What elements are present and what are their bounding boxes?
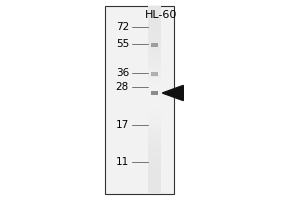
Text: 36: 36 — [116, 68, 129, 78]
Bar — [148, 100, 161, 105]
Bar — [148, 77, 161, 81]
Bar — [148, 86, 161, 91]
Bar — [148, 11, 161, 15]
Bar — [148, 166, 161, 170]
Bar — [148, 109, 161, 114]
Text: HL-60: HL-60 — [145, 10, 177, 20]
Bar — [148, 34, 161, 39]
Bar — [148, 123, 161, 128]
Bar — [148, 185, 161, 189]
Bar — [148, 138, 161, 142]
Bar — [148, 128, 161, 133]
Text: 55: 55 — [116, 39, 129, 49]
Bar — [148, 72, 161, 76]
Bar — [151, 91, 158, 95]
Bar — [148, 81, 161, 86]
Bar — [148, 142, 161, 147]
Bar — [148, 152, 161, 156]
Bar — [148, 170, 161, 175]
Bar — [148, 175, 161, 180]
Bar — [148, 67, 161, 72]
Bar — [148, 48, 161, 53]
Bar — [148, 147, 161, 152]
Polygon shape — [162, 85, 183, 101]
Bar — [105, 6, 174, 194]
Bar — [148, 91, 161, 95]
Bar — [148, 95, 161, 100]
Bar — [148, 161, 161, 166]
Text: 11: 11 — [116, 157, 129, 167]
Bar — [148, 6, 161, 194]
Text: 72: 72 — [116, 22, 129, 32]
Bar — [148, 180, 161, 185]
Bar — [148, 53, 161, 58]
Text: 17: 17 — [116, 120, 129, 130]
Bar — [148, 133, 161, 138]
Text: 28: 28 — [116, 82, 129, 92]
Bar — [148, 189, 161, 194]
Bar — [148, 6, 161, 11]
Bar — [148, 114, 161, 119]
Bar — [148, 44, 161, 48]
Bar — [151, 43, 158, 47]
Bar — [148, 39, 161, 44]
Bar — [148, 15, 161, 20]
Bar — [148, 30, 161, 34]
Bar — [151, 72, 158, 76]
Bar — [148, 20, 161, 25]
Bar — [148, 105, 161, 109]
Bar — [148, 119, 161, 124]
Bar — [148, 25, 161, 29]
Bar — [148, 62, 161, 67]
Bar — [148, 58, 161, 62]
Bar — [148, 156, 161, 161]
